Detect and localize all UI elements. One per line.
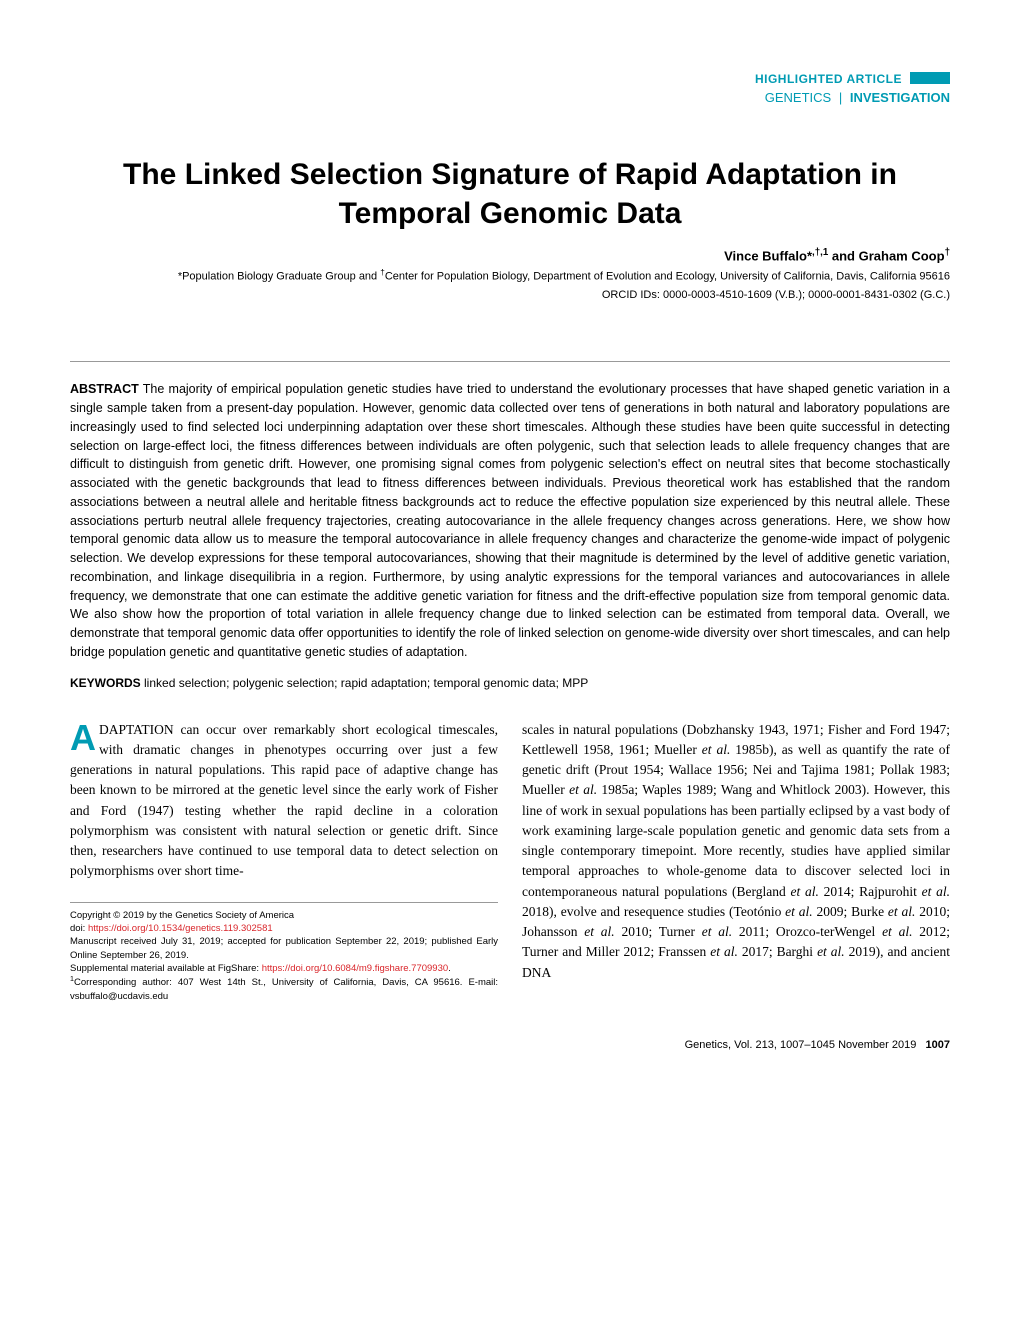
journal-name: GENETICS [765, 90, 831, 105]
footnotes: Copyright © 2019 by the Genetics Society… [70, 902, 498, 1003]
orcid-ids: ORCID IDs: 0000-0003-4510-1609 (V.B.); 0… [70, 289, 950, 301]
article-header: HIGHLIGHTED ARTICLE GENETICS | INVESTIGA… [70, 70, 950, 105]
accent-bar [910, 72, 950, 84]
abstract-text: The majority of empirical population gen… [70, 382, 950, 659]
supp-pre: Supplemental material available at FigSh… [70, 963, 262, 974]
citation: Genetics, Vol. 213, 1007–1045 November 2… [685, 1039, 917, 1051]
keywords: KEYWORDS linked selection; polygenic sel… [70, 676, 950, 690]
column-left: ADAPTATION can occur over remarkably sho… [70, 720, 498, 1003]
body-paragraph-1: ADAPTATION can occur over remarkably sho… [70, 720, 498, 882]
received-line: Manuscript received July 31, 2019; accep… [70, 935, 498, 962]
divider-top [70, 361, 950, 362]
keywords-label: KEYWORDS [70, 676, 141, 690]
body-paragraph-2: scales in natural populations (Dobzhansk… [522, 720, 950, 983]
column-right: scales in natural populations (Dobzhansk… [522, 720, 950, 1003]
supplemental-link[interactable]: https://doi.org/10.6084/m9.figshare.7709… [262, 963, 448, 974]
abstract-label: ABSTRACT [70, 382, 139, 396]
abstract: ABSTRACT The majority of empirical popul… [70, 380, 950, 661]
affiliations: *Population Biology Graduate Group and †… [70, 267, 950, 285]
keywords-text: linked selection; polygenic selection; r… [144, 676, 588, 690]
article-title: The Linked Selection Signature of Rapid … [70, 155, 950, 233]
article-type: INVESTIGATION [850, 90, 950, 105]
highlighted-article-label: HIGHLIGHTED ARTICLE [70, 70, 950, 88]
copyright: Copyright © 2019 by the Genetics Society… [70, 909, 498, 922]
highlighted-text: HIGHLIGHTED ARTICLE [755, 72, 902, 86]
journal-line: GENETICS | INVESTIGATION [70, 90, 950, 105]
doi-link[interactable]: https://doi.org/10.1534/genetics.119.302… [88, 923, 273, 934]
doi-line: doi: https://doi.org/10.1534/genetics.11… [70, 922, 498, 935]
dropcap: A [70, 720, 99, 754]
supplemental-line: Supplemental material available at FigSh… [70, 962, 498, 975]
supp-post: . [448, 963, 451, 974]
doi-label: doi: [70, 923, 88, 934]
corresponding-author: 1Corresponding author: 407 West 14th St.… [70, 975, 498, 1003]
separator: | [839, 90, 842, 105]
authors: Vince Buffalo*,†,1 and Graham Coop† [70, 247, 950, 263]
page-number: 1007 [926, 1039, 950, 1051]
page-footer: Genetics, Vol. 213, 1007–1045 November 2… [70, 1039, 950, 1051]
body-columns: ADAPTATION can occur over remarkably sho… [70, 720, 950, 1003]
body-text-left: DAPTATION can occur over remarkably shor… [70, 722, 498, 879]
